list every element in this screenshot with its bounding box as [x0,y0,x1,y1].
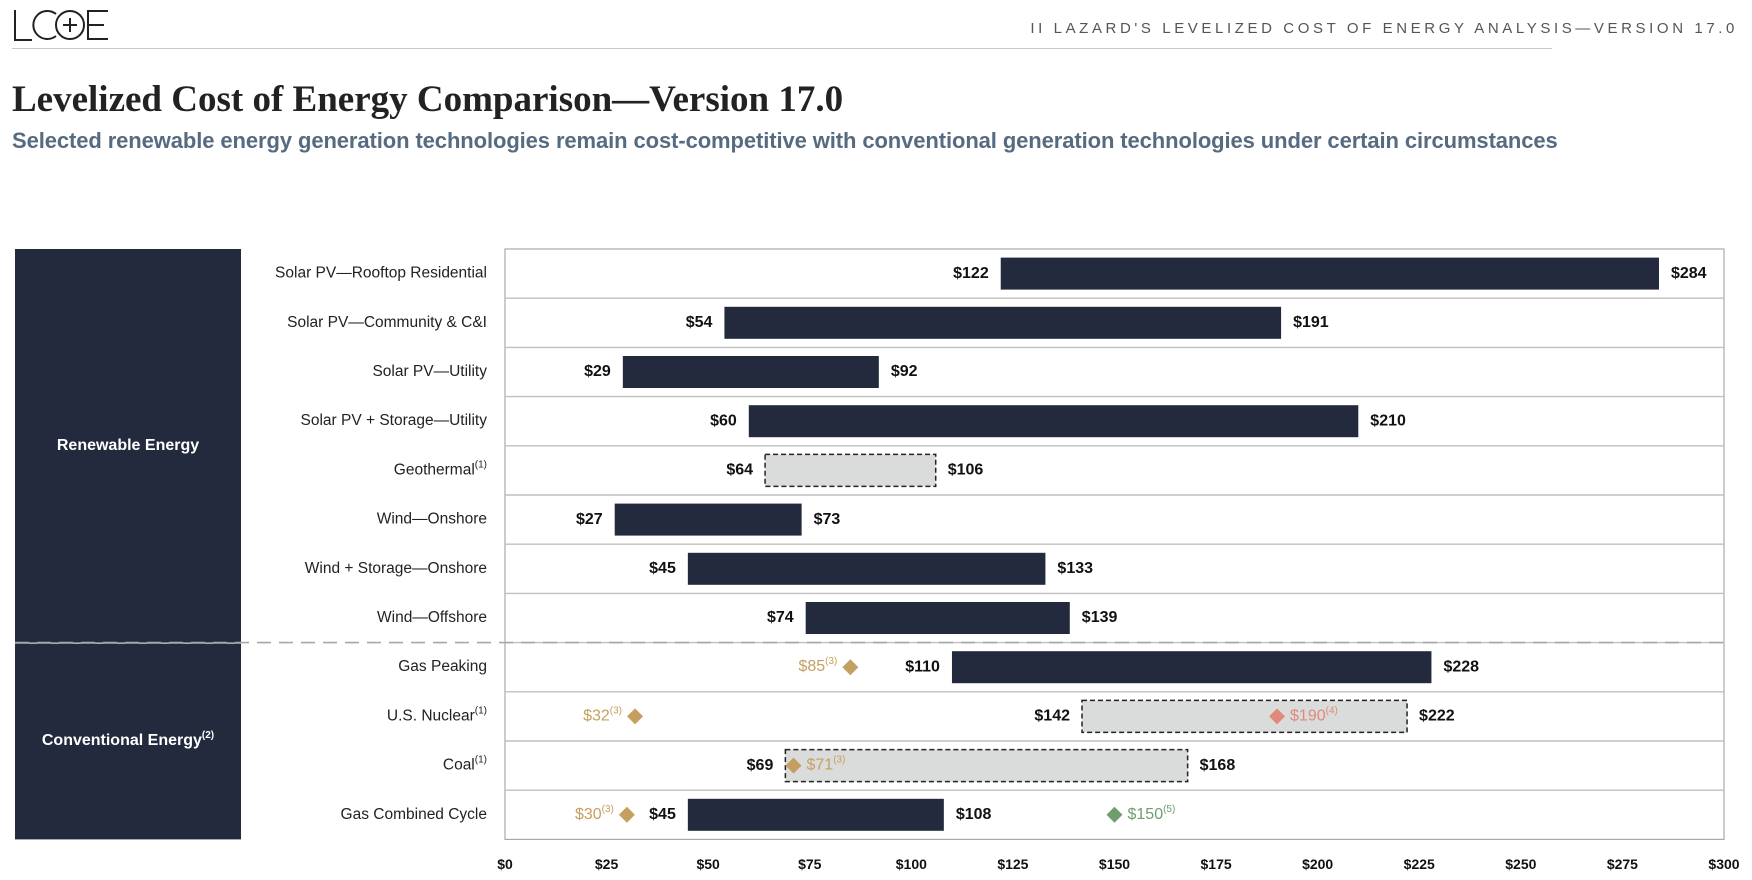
category-label: U.S. Nuclear(1) [387,705,487,724]
section-header: II LAZARD'S LEVELIZED COST OF ENERGY ANA… [1030,20,1738,37]
high-value-label: $284 [1671,265,1707,282]
range-bar [951,651,1432,684]
x-tick-label: $100 [896,856,927,872]
range-bar [1000,257,1659,290]
category-label: Solar PV—Utility [372,363,487,380]
category-label: Wind—Offshore [377,609,487,626]
marker-label: $150(5) [1128,803,1176,823]
x-tick-label: $275 [1607,856,1638,872]
low-value-label: $29 [584,363,611,380]
group-panel [15,643,241,840]
range-bar-dashed [764,453,937,488]
x-tick-label: $50 [696,856,720,872]
marker-diamond [1269,708,1286,725]
category-label: Gas Combined Cycle [341,806,487,823]
high-value-label: $73 [814,511,841,528]
range-bar [622,356,879,388]
low-value-label: $122 [953,265,989,282]
group-panel [15,249,241,643]
page-subtitle: Selected renewable energy generation tec… [12,128,1558,153]
high-value-label: $108 [956,806,992,823]
high-value-label: $139 [1082,609,1118,626]
x-tick-label: $225 [1404,856,1435,872]
lcoe-logo [14,10,108,41]
group-label: Conventional Energy(2) [42,730,214,750]
x-tick-label: $300 [1708,856,1739,872]
range-bar [687,552,1046,585]
high-value-label: $168 [1200,757,1236,774]
marker-diamond [1106,806,1123,823]
marker-label: $85(3) [798,656,837,676]
high-value-label: $228 [1443,658,1479,675]
category-label: Coal(1) [443,754,487,773]
range-bar [805,602,1070,634]
category-label: Solar PV + Storage—Utility [300,412,487,429]
group-label: Renewable Energy [57,437,199,454]
marker-diamond [627,708,644,725]
marker-diamond [785,757,802,774]
low-value-label: $54 [686,314,713,331]
marker-label: $190(4) [1290,705,1338,725]
low-value-label: $27 [576,511,603,528]
header-divider [12,48,1552,49]
low-value-label: $45 [649,560,676,577]
x-tick-label: $125 [997,856,1028,872]
marker-label: $71(3) [806,754,845,774]
high-value-label: $106 [948,462,984,479]
low-value-label: $60 [710,412,737,429]
marker-diamond [842,659,859,676]
high-value-label: $133 [1057,560,1093,577]
low-value-label: $45 [649,806,676,823]
category-label: Geothermal(1) [394,459,487,478]
category-label: Wind—Onshore [377,511,487,528]
range-bar [687,798,944,831]
low-value-label: $69 [747,757,774,774]
marker-label: $30(3) [575,803,614,823]
x-tick-label: $0 [497,856,513,872]
range-bar-dashed [784,748,1189,783]
page-title: Levelized Cost of Energy Comparison—Vers… [12,79,844,120]
range-bar [614,503,802,536]
x-tick-label: $250 [1505,856,1536,872]
x-tick-label: $25 [595,856,619,872]
x-tick-label: $150 [1099,856,1130,872]
x-tick-label: $175 [1201,856,1232,872]
category-label: Solar PV—Community & C&I [287,314,487,331]
marker-diamond [618,806,635,823]
high-value-label: $191 [1293,314,1329,331]
range-bar [748,405,1359,438]
high-value-label: $92 [891,363,918,380]
range-bar [724,306,1282,339]
low-value-label: $142 [1034,708,1070,725]
category-label: Wind + Storage—Onshore [305,560,487,577]
range-bar-dashed [1081,699,1408,734]
high-value-label: $210 [1370,412,1406,429]
category-label: Gas Peaking [398,658,487,675]
high-value-label: $222 [1419,708,1455,725]
low-value-label: $74 [767,609,794,626]
low-value-label: $110 [905,658,940,675]
x-tick-label: $200 [1302,856,1333,872]
marker-label: $32(3) [583,705,622,725]
x-tick-label: $75 [798,856,822,872]
low-value-label: $64 [726,462,753,479]
category-label: Solar PV—Rooftop Residential [275,265,487,282]
